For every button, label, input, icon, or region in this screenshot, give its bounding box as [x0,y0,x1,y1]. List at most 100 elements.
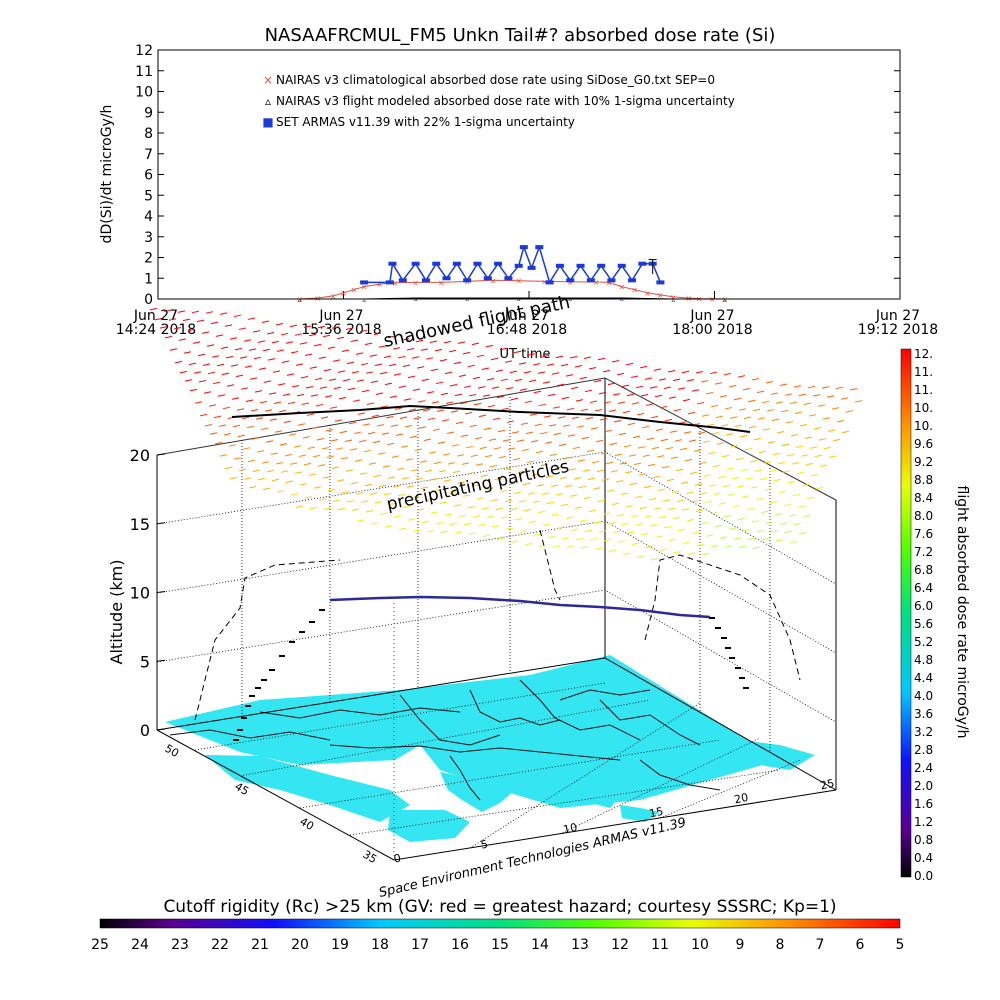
dose-dash [765,381,774,384]
dose-dash [218,424,227,427]
dose-dash [740,468,749,472]
latitude-ticks: 35 40 45 50 [162,742,379,866]
dose-dash [383,492,392,496]
dose-dash [738,408,747,411]
dose-dash [252,330,261,333]
dose-dash [798,393,807,397]
data-point [597,263,606,268]
rigidity-tick-label: 16 [451,937,469,953]
dose-dash [514,517,523,521]
colorbar-tick-label: 2.4 [914,761,933,775]
colorbar-tick-label: 9.2 [914,455,933,469]
dose-dash [570,386,579,390]
dose-dash [477,386,486,389]
dose-dash [621,384,630,388]
dose-field-cloud [149,307,863,561]
dose-dash [784,393,793,396]
dose-dash [733,537,742,540]
land-mass [165,655,780,808]
x-tick-label: 15:36 2018 [301,322,381,338]
dose-dash [607,522,616,525]
dose-dash [681,370,690,374]
dose-dash [427,417,436,421]
z-tick [156,453,166,456]
dose-dash [196,319,205,323]
dose-dash [792,493,801,497]
dose-dash [580,546,589,549]
dose-dash [487,404,496,408]
dose-dash [665,447,674,450]
dose-dash [351,371,360,374]
dose-dash [644,377,653,380]
dose-dash [368,462,377,465]
dose-dash [784,530,793,534]
dose-dash [346,500,355,503]
dose-dash [275,323,284,326]
dose-dash [418,426,427,429]
y-tick-label: 7 [144,147,153,163]
dose-dash [207,371,216,375]
dose-dash [458,374,467,378]
dose-dash [272,370,281,373]
dose-dash [288,433,297,436]
dose-dash [695,509,704,513]
dose-dash [237,434,246,438]
dose-dash [659,405,668,409]
dose-dash [556,526,565,529]
dose-dash [500,378,509,382]
dose-dash [721,454,730,458]
dose-dash [601,478,610,481]
dose-dash [169,348,178,351]
data-point: × [438,278,445,287]
dose-dash [771,418,780,422]
dose-dash [658,515,667,519]
dose-dash [709,371,718,375]
dose-dash [780,409,789,413]
dose-dash [542,523,551,526]
dose-dash [518,362,527,365]
dose-dash [670,456,679,460]
dose-dash [401,477,410,480]
dose-dash [724,407,733,410]
dose-dash [430,368,439,372]
dose-dash [742,529,751,532]
dose-dash [593,521,602,524]
dose-dash [723,372,732,376]
dose-dash [528,379,537,383]
dose-dash [646,437,655,441]
dose-dash [675,468,684,472]
dose-dash [645,545,654,549]
land-mass [205,755,410,822]
dose-dash [300,375,309,379]
dose-dash [650,558,659,561]
rigidity-tick-label: 20 [291,937,309,953]
data-point [388,261,397,266]
dose-dash [426,391,435,394]
land-mass [540,760,625,808]
data-point: × [340,289,347,298]
dose-dash [616,513,625,517]
colorbar-ticks: 12. 11. 11. 10. 10. 9.6 9.2 8.8 8.4 8.0 7.6 7.2 6.8 6… [914,347,933,883]
rigidity-tick-label: 9 [736,937,745,953]
dose-dash [672,378,681,382]
dose-dash [672,516,681,520]
dose-dash [579,376,588,380]
data-point [398,278,407,283]
dose-dash [777,461,786,465]
dose-dash [490,498,499,502]
dose-dash [454,393,463,397]
dose-dash [438,469,447,473]
dose-dash [507,447,516,450]
dose-dash [622,410,631,414]
flight-path [329,595,711,619]
dose-dash [278,409,287,413]
dose-dash [710,404,719,408]
dose-dash [505,387,514,390]
dose-dash [375,392,384,395]
dose-dash [564,485,573,488]
dose-dash [799,424,808,427]
dose-dash [379,371,388,375]
dose-dash [683,431,692,434]
dose-dash [636,412,645,416]
